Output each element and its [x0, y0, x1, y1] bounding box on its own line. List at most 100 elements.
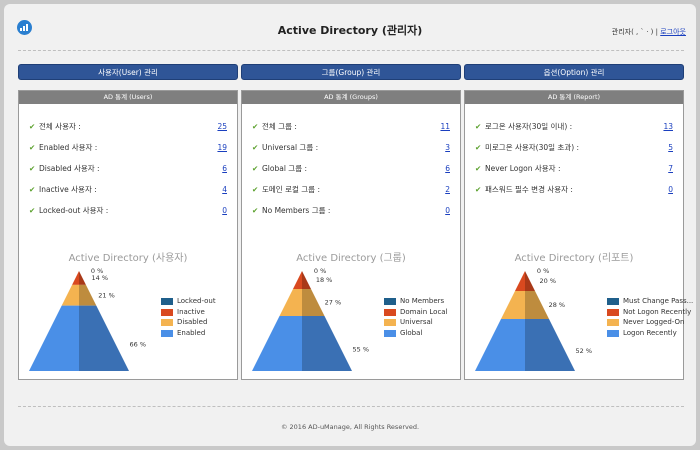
check-icon: ✔ — [475, 143, 482, 152]
check-icon: ✔ — [29, 143, 36, 152]
pyramid-segment-1-shade[interactable] — [79, 271, 86, 285]
stat-value-link[interactable]: 0 — [445, 206, 450, 215]
pyramid-segment-3[interactable] — [29, 305, 79, 371]
stat-value-link[interactable]: 13 — [663, 122, 673, 131]
pyramid-segment-3[interactable] — [252, 316, 302, 371]
stat-label: Enabled 사용자 : — [39, 143, 98, 152]
stat-label: 로그온 사용자(30일 이내) : — [485, 122, 573, 131]
stat-value-link[interactable]: 7 — [668, 164, 673, 173]
stat-label: Universal 그룹 : — [262, 143, 319, 152]
pyramid-segment-1-shade[interactable] — [525, 271, 535, 291]
group-column: 그룹(Group) 관리 AD 통계 (Groups) ✔ 전체 그룹 : 11 ✔ Uni… — [241, 64, 461, 380]
legend-item[interactable]: Logon Recently — [607, 328, 693, 339]
pyramid-segment-2-shade[interactable] — [79, 284, 97, 306]
legend-label: No Members — [400, 297, 445, 305]
check-icon: ✔ — [29, 206, 36, 215]
legend-item[interactable]: Universal — [384, 317, 448, 328]
legend-item[interactable]: No Members — [384, 296, 448, 307]
data-label: 52 % — [576, 347, 593, 355]
stat-row: ✔ No Members 그룹 : 0 — [252, 205, 450, 217]
stat-row: ✔ 미로그온 사용자(30일 초과) : 5 — [475, 142, 673, 154]
pyramid-segment-3-shade[interactable] — [79, 305, 129, 371]
pyramid-segment-2-shade[interactable] — [525, 291, 549, 319]
legend-swatch — [384, 319, 396, 326]
legend-label: Enabled — [177, 328, 206, 337]
legend-item[interactable]: Never Logged-On — [607, 317, 693, 328]
chart-title: Active Directory (사용자) — [68, 253, 188, 264]
stat-row: ✔ Locked-out 사용자 : 0 — [29, 205, 227, 217]
stat-label: 도메인 로컬 그룹 : — [262, 185, 320, 194]
chart-legend: Must Change Pass... Not Logon Recently Nev… — [607, 296, 693, 338]
group-stats-panel: AD 통계 (Groups) ✔ 전체 그룹 : 11 ✔ Universal 그룹 : 3… — [241, 90, 461, 380]
pyramid-segment-3[interactable] — [475, 319, 525, 371]
data-label: 14 % — [92, 274, 109, 282]
pyramid-segment-2[interactable] — [279, 289, 303, 316]
pyramid-segment-1[interactable] — [515, 271, 525, 291]
legend-item[interactable]: Disabled — [161, 317, 216, 328]
stat-label: Never Logon 사용자 : — [485, 164, 561, 173]
legend-swatch — [161, 308, 173, 316]
check-icon: ✔ — [475, 185, 482, 194]
stat-value-link[interactable]: 19 — [217, 143, 227, 152]
user-area: 관리자( , ` · ) | 로그아웃 — [612, 27, 686, 37]
pyramid-segment-1-shade[interactable] — [302, 271, 311, 289]
option-manage-button[interactable]: 옵션(Option) 관리 — [464, 64, 684, 80]
pyramid-segment-2[interactable] — [61, 284, 79, 306]
legend-item[interactable]: Locked-out — [161, 296, 216, 307]
stat-value-link[interactable]: 6 — [222, 164, 227, 173]
stat-row: ✔ 전체 사용자 : 25 — [29, 121, 227, 133]
legend-swatch — [607, 298, 619, 305]
stat-row: ✔ Never Logon 사용자 : 7 — [475, 163, 673, 175]
stat-row: ✔ Disabled 사용자 : 6 — [29, 163, 227, 175]
legend-swatch — [384, 329, 396, 337]
pyramid-segment-2-shade[interactable] — [302, 289, 325, 316]
legend-item[interactable]: Global — [384, 328, 448, 339]
pyramid-segment-3-shade[interactable] — [525, 319, 575, 371]
stat-value-link[interactable]: 2 — [445, 185, 450, 194]
legend-label: Locked-out — [177, 297, 216, 305]
header: Active Directory (관리자) 관리자( , ` · ) | 로그… — [4, 4, 696, 50]
user-manage-button[interactable]: 사용자(User) 관리 — [18, 64, 238, 80]
stat-label: 전체 그룹 : — [262, 122, 297, 131]
stat-row: ✔ Global 그룹 : 6 — [252, 163, 450, 175]
stat-label: 전체 사용자 : — [39, 122, 81, 131]
group-manage-button[interactable]: 그룹(Group) 관리 — [241, 64, 461, 80]
legend-swatch — [384, 298, 396, 305]
check-icon: ✔ — [475, 164, 482, 173]
stat-value-link[interactable]: 0 — [668, 185, 673, 194]
legend-label: Domain Local — [400, 307, 448, 316]
legend-swatch — [161, 329, 173, 337]
stat-label: Global 그룹 : — [262, 164, 308, 173]
data-label: 0 % — [91, 267, 103, 275]
legend-item[interactable]: Enabled — [161, 328, 216, 339]
legend-item[interactable]: Must Change Pass... — [607, 296, 693, 307]
data-label: 20 % — [540, 277, 557, 285]
stat-label: 미로그온 사용자(30일 초과) : — [485, 143, 580, 152]
app-logo-icon[interactable] — [17, 20, 32, 35]
stat-value-link[interactable]: 4 — [222, 185, 227, 194]
legend-item[interactable]: Domain Local — [384, 307, 448, 318]
page-title: Active Directory (관리자) — [277, 24, 423, 37]
check-icon: ✔ — [252, 143, 259, 152]
legend-swatch — [384, 308, 396, 316]
stat-value-link[interactable]: 25 — [217, 122, 227, 131]
pyramid-segment-2[interactable] — [501, 291, 525, 319]
stat-value-link[interactable]: 0 — [222, 206, 227, 215]
stat-value-link[interactable]: 6 — [445, 164, 450, 173]
stat-value-link[interactable]: 5 — [668, 143, 673, 152]
pyramid-segment-3-shade[interactable] — [302, 316, 352, 371]
stat-row: ✔ 전체 그룹 : 11 — [252, 121, 450, 133]
legend-item[interactable]: Inactive — [161, 307, 216, 318]
legend-item[interactable]: Not Logon Recently — [607, 307, 693, 318]
logout-link[interactable]: 로그아웃 — [660, 28, 686, 36]
panel-title: AD 통계 (Groups) — [242, 91, 460, 104]
user-name: , ` · ) — [633, 28, 654, 36]
stat-value-link[interactable]: 3 — [445, 143, 450, 152]
stat-value-link[interactable]: 11 — [440, 122, 450, 131]
legend-label: Inactive — [177, 307, 205, 316]
pyramid-segment-1[interactable] — [293, 271, 302, 289]
data-label: 55 % — [353, 346, 370, 354]
stat-row: ✔ Universal 그룹 : 3 — [252, 142, 450, 154]
pyramid-segment-1[interactable] — [72, 271, 79, 285]
pyramid-chart: 0 % 20 % 28 % 52 % — [475, 267, 593, 371]
